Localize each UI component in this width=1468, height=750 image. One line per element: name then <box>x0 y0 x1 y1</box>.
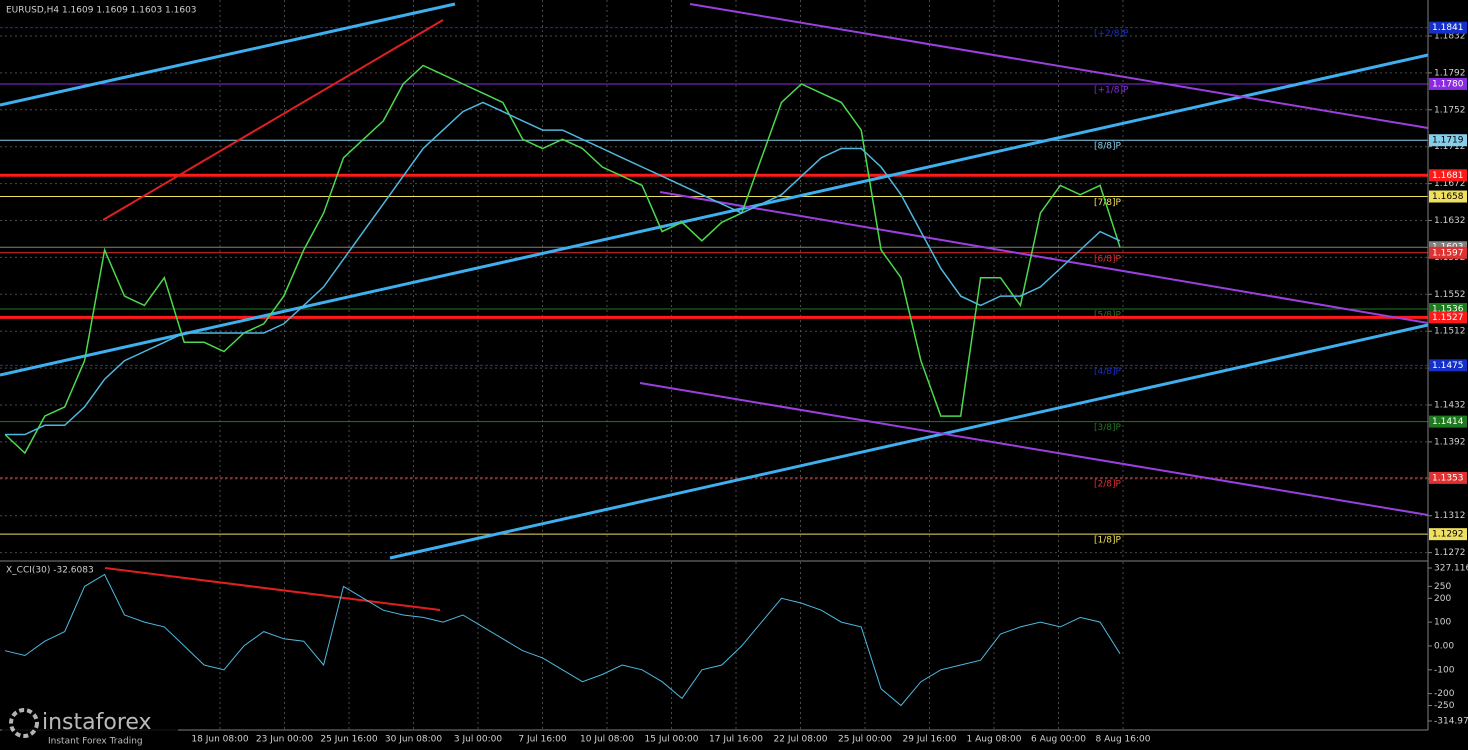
x-tick-label: 17 Jul 16:00 <box>709 735 763 745</box>
price-tag <box>1429 528 1467 541</box>
series-line <box>4 64 1121 455</box>
level-label: [4/8]P <box>1094 367 1122 377</box>
trendline <box>102 19 444 221</box>
price-tag-label: 1.1292 <box>1432 530 1464 540</box>
x-tick-label: 18 Jun 08:00 <box>191 735 248 745</box>
price-tag-label: 1.1681 <box>1432 171 1464 181</box>
cci-tick-label: -314.975 <box>1434 717 1468 727</box>
level-label: [2/8]P <box>1094 479 1122 489</box>
trendline <box>0 2 456 107</box>
y-tick-label: 1.1632 <box>1434 216 1466 226</box>
trendlines <box>0 2 1429 611</box>
y-tick-label: 1.1752 <box>1434 105 1466 115</box>
y-tick-label: 1.1832 <box>1434 31 1466 41</box>
slogan: Instant Forex Trading <box>48 737 143 747</box>
y-tick-label: 1.1712 <box>1434 142 1466 152</box>
price-tag <box>1429 190 1467 203</box>
y-tick-label: 1.1512 <box>1434 327 1466 337</box>
price-tag <box>1429 359 1467 372</box>
x-tick-label: 22 Jul 08:00 <box>774 735 828 745</box>
level-label: [+2/8]P <box>1094 29 1129 39</box>
cci-tick-label: 0.00 <box>1434 641 1454 651</box>
cci-tick-label: 200 <box>1434 594 1451 604</box>
chart-title: EURUSD,H4 1.1609 1.1609 1.1603 1.1603 <box>6 6 197 16</box>
x-tick-label: 25 Jun 16:00 <box>320 735 377 745</box>
y-tick-label: 1.1792 <box>1434 68 1466 78</box>
level-label: [1/8]P <box>1094 536 1122 546</box>
level-label: [3/8]P <box>1094 423 1122 433</box>
x-tick-label: 6 Aug 00:00 <box>1031 735 1086 745</box>
channel-line <box>639 382 1429 516</box>
x-tick-label: 7 Jul 16:00 <box>518 735 567 745</box>
x-tick-label: 10 Jul 08:00 <box>580 735 634 745</box>
price-tag <box>1429 134 1467 147</box>
watermark: instaforex Instant Forex Trading <box>2 706 178 748</box>
price-tag-label: 1.1780 <box>1432 79 1464 89</box>
x-tick-label: 29 Jul 16:00 <box>903 735 957 745</box>
price-tag <box>1429 471 1467 484</box>
series-line <box>4 573 1121 707</box>
level-label: [5/8]P <box>1094 311 1122 321</box>
y-tick-label: 1.1432 <box>1434 401 1466 411</box>
price-tag-label: 1.1536 <box>1432 305 1464 315</box>
price-tag <box>1429 21 1467 34</box>
price-tag-label: 1.1414 <box>1432 417 1464 427</box>
x-tick-label: 15 Jul 00:00 <box>645 735 699 745</box>
trendline <box>389 323 1429 560</box>
y-tick-label: 1.1312 <box>1434 511 1466 521</box>
level-label: [8/8]P <box>1094 142 1122 152</box>
level-label: [7/8]P <box>1094 198 1122 208</box>
price-tag-label: 1.1719 <box>1432 136 1464 146</box>
y-tick-label: 1.1272 <box>1434 548 1466 558</box>
x-tick-label: 25 Jul 00:00 <box>838 735 892 745</box>
level-label: [+1/8]P <box>1094 85 1129 95</box>
price-tag-label: 1.1841 <box>1432 23 1464 33</box>
price-tag-label: 1.1475 <box>1432 361 1464 371</box>
cci-tick-label: 327.116 <box>1434 564 1468 574</box>
x-tick-label: 23 Jun 00:00 <box>256 735 313 745</box>
y-tick-label: 1.1552 <box>1434 290 1466 300</box>
trendline <box>0 53 1429 377</box>
price-tag <box>1429 311 1467 324</box>
price-tag <box>1429 415 1467 428</box>
indicator-title: X_CCI(30) -32.6083 <box>6 566 94 576</box>
level-label: [6/8]P <box>1094 254 1122 264</box>
levels: [+2/8]P [+1/8]P [8/8]P [7/8]P [6/8]P [5/8]P [4… <box>0 27 1428 546</box>
cci-tick-label: 100 <box>1434 618 1451 628</box>
price-tag-label: 1.1527 <box>1432 313 1464 323</box>
x-tick-label: 8 Aug 16:00 <box>1096 735 1151 745</box>
y-tick-label: 1.1392 <box>1434 437 1466 447</box>
channel-line <box>689 3 1429 129</box>
y-tick-label: 1.1672 <box>1434 179 1466 189</box>
x-tick-label: 1 Aug 08:00 <box>967 735 1022 745</box>
axes: 1.1832 1.1792 1.1752 1.1712 1.1672 1.1632 1.15… <box>191 21 1468 745</box>
series <box>4 64 1121 707</box>
price-tag <box>1429 246 1467 259</box>
watermark-bg <box>2 706 178 748</box>
series-line <box>5 101 1121 436</box>
x-tick-label: 3 Jul 00:00 <box>454 735 503 745</box>
cci-tick-label: -250 <box>1434 701 1455 711</box>
cci-trendline <box>104 567 441 611</box>
channel-line <box>659 191 1429 324</box>
brand: instaforex <box>42 710 152 735</box>
x-tick-label: 30 Jun 08:00 <box>385 735 442 745</box>
cci-tick-label: -200 <box>1434 689 1455 699</box>
price-tag <box>1429 77 1467 90</box>
price-tag-label: 1.1658 <box>1432 192 1464 202</box>
logo-icon <box>9 708 39 738</box>
price-tag-label: 1.1353 <box>1432 473 1464 483</box>
price-tag-label: 1.1597 <box>1432 248 1464 258</box>
price-tag <box>1429 169 1467 182</box>
cci-tick-label: -100 <box>1434 665 1455 675</box>
cci-tick-label: 250 <box>1434 582 1451 592</box>
